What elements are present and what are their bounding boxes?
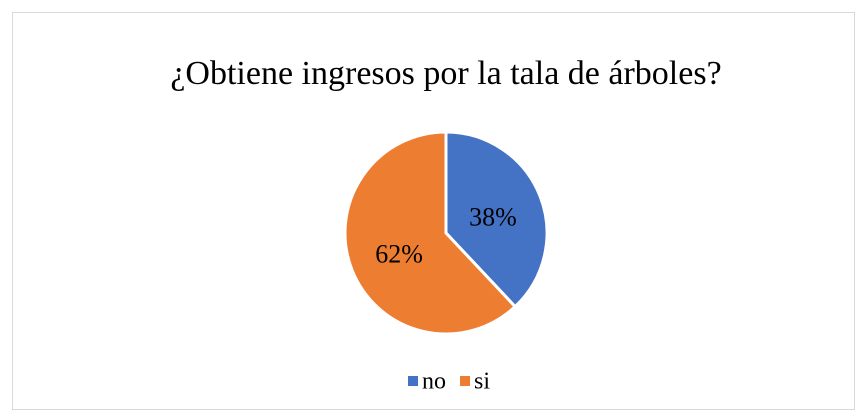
pie-slice [444,130,549,309]
data-label: 38% [469,202,517,231]
legend-swatch [460,376,470,386]
legend-label: si [474,369,490,395]
pie-slice [343,130,518,336]
data-label: 62% [375,240,423,269]
chart-title: ¿Obtiene ingresos por la tala de árboles… [170,55,721,92]
legend-swatch [408,376,418,386]
legend-label: no [422,369,446,395]
